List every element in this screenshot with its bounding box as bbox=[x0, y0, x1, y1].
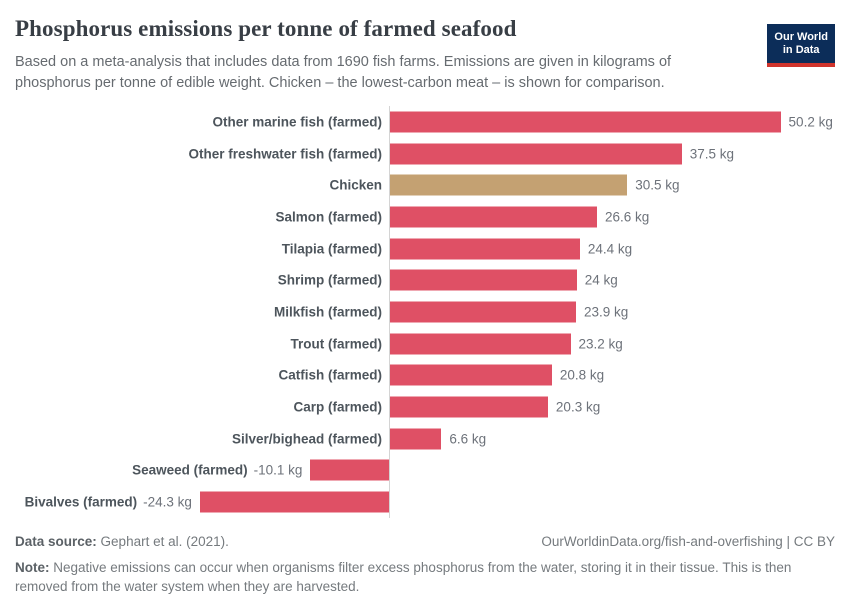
chart-bar[interactable] bbox=[390, 428, 442, 450]
chart-row: Bivalves (farmed) -24.3 kg bbox=[15, 486, 835, 518]
chart-row: Tilapia (farmed) 24.4 kg bbox=[15, 233, 835, 265]
chart-row: Carp (farmed) 20.3 kg bbox=[15, 391, 835, 423]
value-label: 23.9 kg bbox=[583, 304, 629, 320]
attribution-link[interactable]: OurWorldinData.org/fish-and-overfishing … bbox=[541, 534, 835, 549]
chart-bar[interactable] bbox=[390, 396, 548, 418]
chart-page: Phosphorus emissions per tonne of farmed… bbox=[0, 14, 850, 614]
chart-bar[interactable] bbox=[310, 459, 390, 481]
chart-subtitle: Based on a meta-analysis that includes d… bbox=[15, 54, 672, 91]
value-label: 6.6 kg bbox=[449, 431, 487, 447]
category-label: Other marine fish (farmed) bbox=[212, 114, 382, 130]
chart-row: Other freshwater fish (farmed) 37.5 kg bbox=[15, 138, 835, 170]
value-label: 50.2 kg bbox=[788, 114, 833, 130]
owid-logo-line2: in Data bbox=[782, 44, 820, 56]
value-label: 26.6 kg bbox=[604, 209, 650, 225]
chart-bar[interactable] bbox=[390, 143, 682, 165]
value-label: 23.2 kg bbox=[578, 336, 623, 352]
category-label: Bivalves (farmed) -24.3 kg bbox=[24, 494, 192, 510]
category-label: Other freshwater fish (farmed) bbox=[188, 146, 382, 162]
chart-row: Shrimp (farmed) 24 kg bbox=[15, 264, 835, 296]
chart-title: Phosphorus emissions per tonne of farmed… bbox=[15, 16, 517, 41]
chart-row: Silver/bighead (farmed) 6.6 kg bbox=[15, 423, 835, 455]
category-label: Catfish (farmed) bbox=[278, 367, 382, 383]
category-label: Salmon (farmed) bbox=[275, 209, 382, 225]
chart-note: Note: Negative emissions can occur when … bbox=[15, 558, 835, 596]
chart-row: Trout (farmed) 23.2 kg bbox=[15, 328, 835, 360]
category-label: Tilapia (farmed) bbox=[281, 241, 382, 257]
owid-logo-line1: Our World bbox=[774, 31, 828, 43]
chart-row: Milkfish (farmed) 23.9 kg bbox=[15, 296, 835, 328]
chart-bar[interactable] bbox=[390, 238, 580, 260]
category-label: Chicken bbox=[329, 177, 382, 193]
category-label: Carp (farmed) bbox=[293, 399, 382, 415]
chart-footer: Data source: Gephart et al. (2021). OurW… bbox=[15, 533, 835, 596]
value-label: -24.3 kg bbox=[143, 494, 192, 510]
category-label: Trout (farmed) bbox=[290, 336, 382, 352]
chart-bar[interactable] bbox=[390, 333, 571, 355]
category-label: Shrimp (farmed) bbox=[277, 272, 382, 288]
data-source-label: Data source: bbox=[15, 534, 97, 549]
value-label: -10.1 kg bbox=[253, 462, 303, 478]
value-label: 20.3 kg bbox=[555, 399, 601, 415]
value-label: 37.5 kg bbox=[689, 146, 735, 162]
chart-bar[interactable] bbox=[390, 364, 552, 386]
note-text: Negative emissions can occur when organi… bbox=[15, 560, 792, 594]
chart-bar[interactable] bbox=[199, 491, 390, 513]
zero-axis-line bbox=[389, 106, 390, 518]
owid-logo: Our World in Data bbox=[767, 24, 835, 67]
category-label: Milkfish (farmed) bbox=[273, 304, 382, 320]
bar-chart: Other marine fish (farmed) 50.2 kg Other f… bbox=[15, 106, 835, 518]
category-label: Silver/bighead (farmed) bbox=[231, 431, 382, 447]
value-label: 30.5 kg bbox=[635, 177, 680, 193]
chart-row: Other marine fish (farmed) 50.2 kg bbox=[15, 106, 835, 138]
chart-row: Seaweed (farmed) -10.1 kg bbox=[15, 455, 835, 487]
chart-bar[interactable] bbox=[390, 206, 597, 228]
chart-bar[interactable] bbox=[390, 111, 781, 133]
value-label: 24.4 kg bbox=[587, 241, 633, 257]
chart-bar[interactable] bbox=[390, 269, 577, 291]
value-label: 20.8 kg bbox=[559, 367, 605, 383]
note-label: Note: bbox=[15, 560, 50, 575]
chart-bar[interactable] bbox=[390, 174, 628, 196]
category-label: Seaweed (farmed) -10.1 kg bbox=[132, 462, 303, 478]
data-source: Data source: Gephart et al. (2021). bbox=[15, 533, 229, 551]
chart-bar[interactable] bbox=[390, 301, 576, 323]
value-label: 24 kg bbox=[584, 272, 618, 288]
chart-row: Catfish (farmed) 20.8 kg bbox=[15, 360, 835, 392]
data-source-value: Gephart et al. (2021). bbox=[100, 534, 229, 549]
chart-row: Chicken 30.5 kg bbox=[15, 169, 835, 201]
chart-row: Salmon (farmed) 26.6 kg bbox=[15, 201, 835, 233]
chart-header: Phosphorus emissions per tonne of farmed… bbox=[15, 14, 835, 94]
